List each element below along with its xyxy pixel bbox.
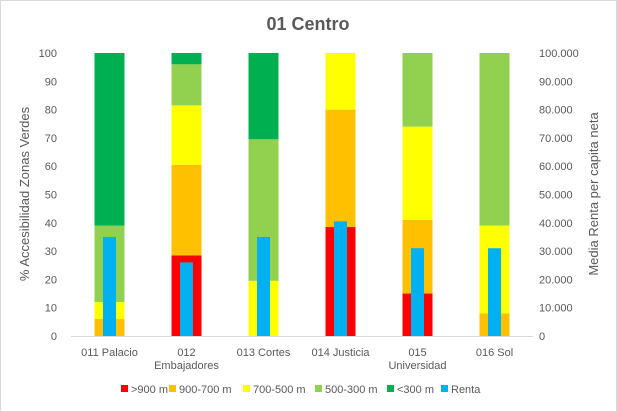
y-tick-label: 10	[45, 303, 57, 315]
y-tick-label: 0	[51, 331, 57, 343]
y2-axis-ticks: 0 10.000 20.000 30.000 40.000 50.000 60.000 70.…	[539, 48, 579, 343]
chart-title: 01 Centro	[266, 14, 349, 34]
bar-segment	[325, 109, 356, 228]
y2-tick-label: 90.000	[539, 76, 573, 88]
y-axis-title: % Accesibilidad Zonas Verdes	[17, 106, 32, 281]
legend-swatch	[387, 385, 394, 392]
y-axis-ticks: 0 10 20 30 40 50 60 70 80 90 100	[39, 48, 57, 343]
bar-segment	[171, 53, 202, 65]
legend-label: 900-700 m	[179, 384, 232, 396]
legend-label: <300 m	[397, 384, 434, 396]
y2-tick-label: 60.000	[539, 161, 573, 173]
y-tick-label: 80	[45, 105, 57, 117]
y2-tick-label: 20.000	[539, 274, 573, 286]
renta-bar	[488, 248, 501, 336]
y2-tick-label: 0	[539, 331, 545, 343]
category-label: 014 Justicia	[311, 347, 370, 359]
renta-bar	[257, 236, 270, 336]
legend-swatch	[441, 385, 448, 392]
legend-swatch	[121, 385, 128, 392]
category-label: Universidad	[388, 360, 446, 372]
y2-tick-label: 10.000	[539, 303, 573, 315]
renta-bar	[103, 236, 116, 336]
y-tick-label: 70	[45, 133, 57, 145]
y2-tick-label: 50.000	[539, 190, 573, 202]
y-tick-label: 60	[45, 161, 57, 173]
bar-segment	[402, 53, 433, 127]
legend-swatch	[169, 385, 176, 392]
category-label: Embajadores	[154, 360, 219, 372]
y-tick-label: 30	[45, 246, 57, 258]
y-tick-label: 20	[45, 274, 57, 286]
y2-axis-title: Media Renta per capita neta	[586, 112, 601, 276]
legend-swatch	[243, 385, 250, 392]
legend-label: 500-300 m	[325, 384, 378, 396]
category-label: 012	[177, 347, 195, 359]
renta-bar	[180, 262, 193, 336]
y2-tick-label: 100.000	[539, 48, 579, 60]
legend-label: >900 m	[131, 384, 168, 396]
y2-tick-label: 80.000	[539, 105, 573, 117]
category-label: 015	[408, 347, 426, 359]
y2-tick-label: 30.000	[539, 246, 573, 258]
y-tick-label: 50	[45, 190, 57, 202]
legend: >900 m 900-700 m 700-500 m 500-300 m <300 m R…	[121, 384, 481, 396]
bar-segment	[171, 164, 202, 256]
bar-segment	[479, 53, 510, 226]
y-tick-label: 40	[45, 218, 57, 230]
bars-layer	[94, 53, 510, 336]
y2-tick-label: 70.000	[539, 133, 573, 145]
legend-label: Renta	[451, 384, 481, 396]
category-label: 011 Palacio	[81, 347, 138, 359]
legend-label: 700-500 m	[253, 384, 306, 396]
bar-segment	[402, 126, 433, 220]
y2-tick-label: 40.000	[539, 218, 573, 230]
category-label: 013 Cortes	[237, 347, 291, 359]
bar-segment	[248, 53, 279, 140]
y-tick-label: 100	[39, 48, 57, 60]
renta-bar	[411, 248, 424, 336]
legend-swatch	[315, 385, 322, 392]
y-tick-label: 90	[45, 76, 57, 88]
bar-segment	[94, 53, 125, 226]
bar-segment	[171, 105, 202, 165]
renta-bar	[334, 221, 347, 336]
bar-segment	[325, 53, 356, 110]
category-label: 016 Sol	[476, 347, 513, 359]
bar-segment	[171, 64, 202, 106]
